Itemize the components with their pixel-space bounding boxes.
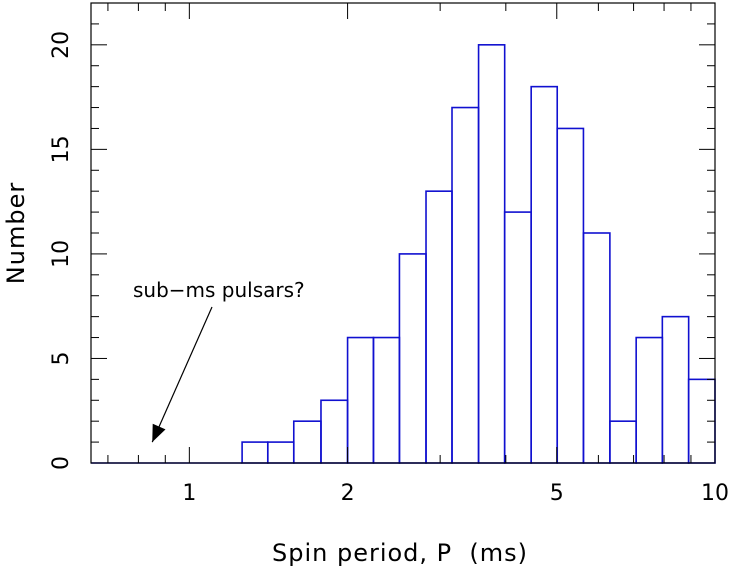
y-tick-labels: 0 5 10 15 20	[49, 31, 74, 470]
y-tick-label: 20	[49, 31, 74, 59]
annotation-label: sub−ms pulsars?	[133, 278, 305, 302]
x-axis-title: Spin period, P (ms)	[272, 539, 528, 567]
y-tick-label: 10	[49, 240, 74, 268]
arrow-head	[152, 423, 166, 443]
histogram-bar	[346, 336, 375, 464]
arrow-shaft	[151, 306, 213, 443]
histogram-bar	[503, 211, 532, 464]
x-tick-label: 10	[701, 481, 729, 506]
histogram-bar	[556, 127, 585, 464]
histogram-bar	[609, 420, 637, 464]
annotation-arrow	[151, 306, 213, 443]
histogram-bar	[266, 441, 295, 464]
y-tick-label: 15	[49, 135, 74, 163]
histogram-bars	[91, 44, 716, 464]
histogram-bar	[661, 315, 690, 464]
x-tick-labels: 1 2 5 10	[182, 481, 729, 506]
axis-ticks	[91, 2, 716, 464]
histogram-bar	[398, 253, 427, 464]
x-tick-label: 5	[550, 481, 564, 506]
histogram-bar	[320, 399, 349, 464]
y-axis-title: Number	[2, 182, 30, 284]
histogram-bar	[425, 190, 453, 464]
histogram-bar	[292, 420, 322, 464]
histogram-bar	[582, 232, 611, 464]
histogram-bar	[477, 44, 506, 464]
histogram-bar	[451, 106, 480, 464]
plot-frame	[90, 2, 716, 464]
x-tick-label: 1	[182, 481, 196, 506]
x-tick-label: 2	[341, 481, 355, 506]
y-tick-label: 0	[49, 456, 74, 470]
histogram-bar	[635, 336, 664, 464]
histogram-bar	[241, 441, 269, 464]
histogram-bar	[530, 85, 559, 464]
y-tick-label: 5	[49, 351, 74, 365]
histogram-bar	[372, 336, 401, 464]
